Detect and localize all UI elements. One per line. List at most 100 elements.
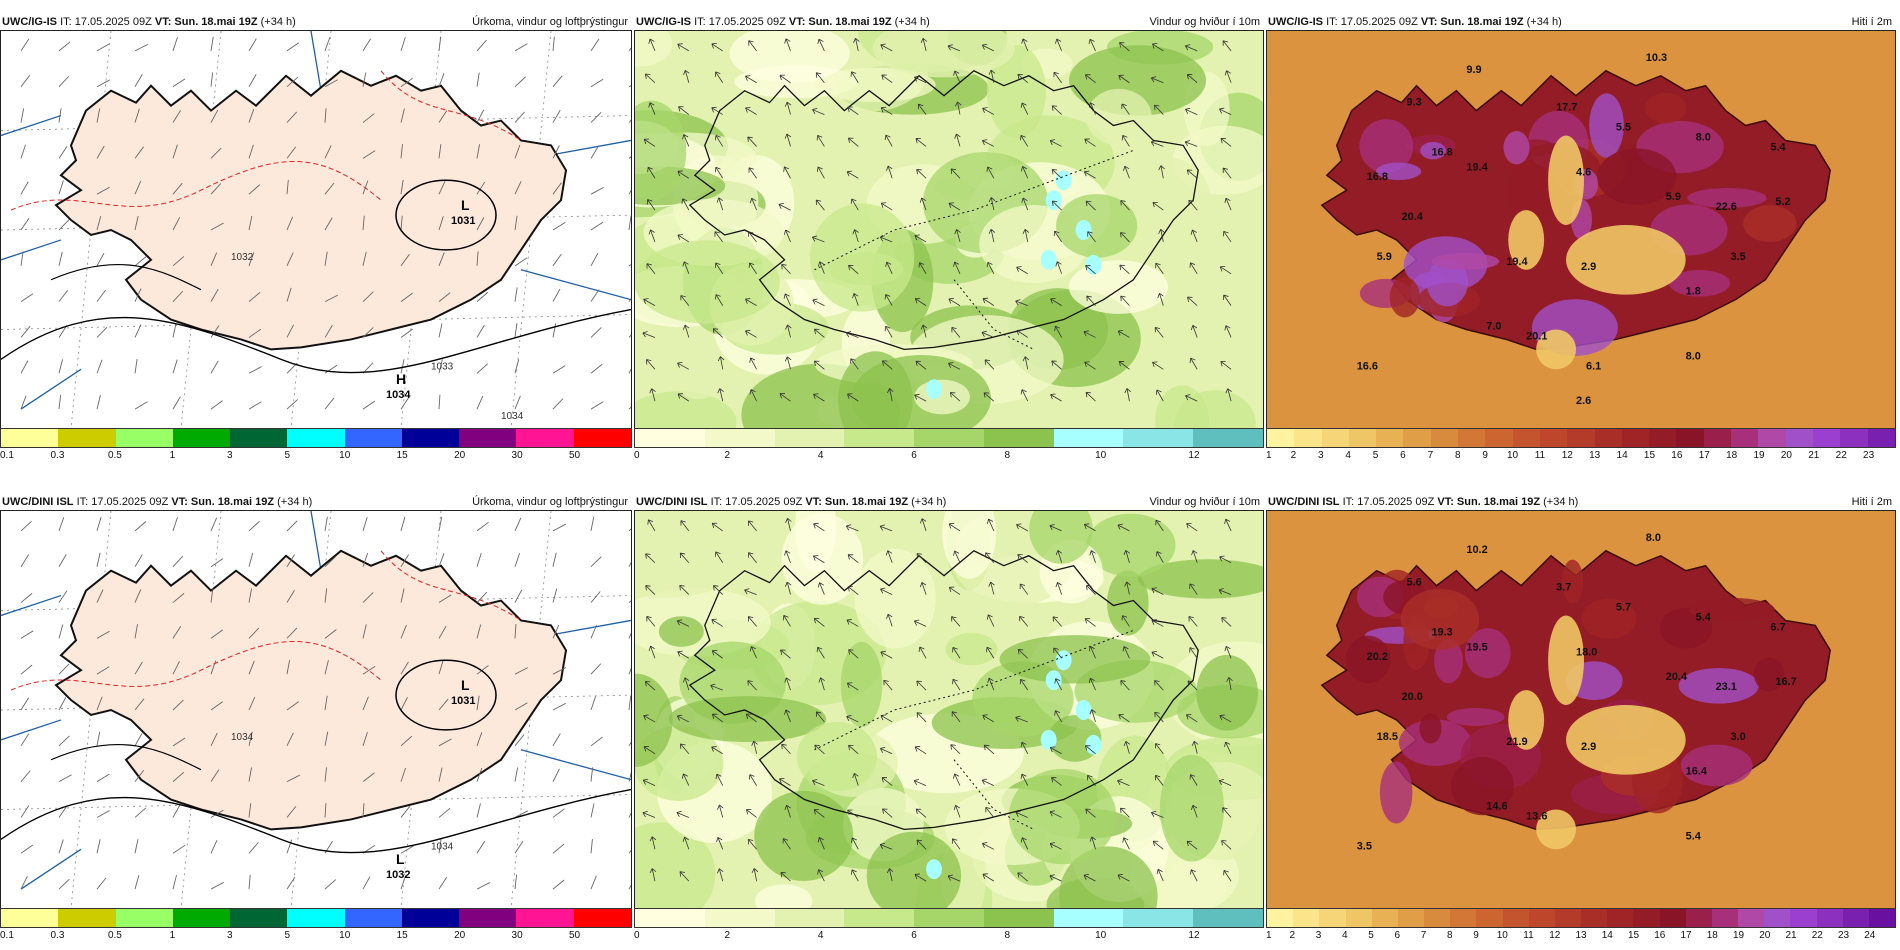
map-canvas[interactable]: 9.9 10.3 9.3 16.8 17.7 19.4 5.5 8.0 5.4 16.8 4.6 20… [1267,31,1895,428]
wind-barb [286,659,291,675]
wind-speed-area [809,203,915,312]
wind-arrow [643,745,656,755]
wind-barb [400,108,405,123]
precip-map[interactable]: L 1031 L 1032 1034 1034 [0,510,632,909]
wind-arrow [1151,650,1164,659]
wind-arrow [817,38,825,52]
wind-barb [286,732,294,747]
wind-speed-area [1086,513,1176,577]
colorbar-tick-label: 19 [1753,450,1765,461]
wind-arrow [986,646,995,659]
wind-barb [172,217,181,231]
map-canvas[interactable]: 10.2 8.0 5.6 19.3 3.7 19.5 5.7 5.4 6.7 20.2 18.0 20… [1267,511,1895,908]
valid-time: Sun. 18.mai 19Z [1440,16,1524,28]
colorbar-swatch [1502,909,1529,927]
temperature-map[interactable]: 9.9 10.3 9.3 16.8 17.7 19.4 5.5 8.0 5.4 16.8 4.6 20… [1266,30,1896,429]
wind-arrow [920,38,928,51]
wind-arrow [745,298,757,306]
wind-barb [172,771,185,782]
wind-arrow [780,649,791,659]
wind-barb [20,520,32,532]
wind-barb [58,146,68,159]
wind-barb [590,875,597,890]
temperature-area [1688,597,1775,621]
map-canvas[interactable] [635,511,1263,908]
temperature-map[interactable]: 10.2 8.0 5.6 19.3 3.7 19.5 5.7 5.4 6.7 20.2 18.0 20… [1266,510,1896,909]
wind-arrow [817,166,825,179]
wind-arrow [649,836,657,850]
wind-barb [552,733,561,747]
colorbar-tick-label: 8 [1454,450,1461,461]
wind-arrow [812,107,825,115]
map-canvas[interactable]: L 1031 L 1032 1034 1034 [1,511,631,908]
wind-barb [58,41,71,52]
wind-arrow [1190,804,1198,818]
wind-barb [552,552,557,567]
wind-arrow [644,681,656,691]
wind-arrow [677,43,690,52]
wind-speed-area [1107,570,1149,636]
temperature-value-label: 3.7 [1556,582,1571,594]
temperature-area [1669,269,1731,297]
wind-barb [476,324,485,338]
wind-barb [400,359,405,374]
wind-barb [248,366,262,374]
wind-barb [20,630,34,639]
wind-barb [210,701,223,711]
wind-barb [362,696,369,711]
temperature-value-label: 10.3 [1646,52,1667,64]
wind-barb [400,735,413,747]
wind-arrow [1015,810,1028,818]
wind-arrow [1020,773,1029,786]
wind-barb [590,221,604,231]
wind-barb [134,661,143,675]
wind-barb [134,769,145,782]
temperature-value-label: 7.0 [1486,321,1501,333]
wind-barb [172,844,186,854]
wind-arrow [952,647,961,659]
wind-barb [134,324,142,338]
wind-arrow [1157,292,1164,306]
map-canvas[interactable] [635,31,1263,428]
wind-barb [628,841,631,854]
wind-arrow [778,202,791,211]
wind-arrow [647,519,656,532]
wind-arrow [847,586,859,595]
wind-arrow [1086,295,1096,306]
wind-barb [20,770,31,782]
wind-speed-area [635,240,780,324]
wind-barb [590,327,602,338]
graticule-line [180,511,222,908]
wind-arrow [883,679,893,691]
wind-arrow [850,71,859,83]
wind-barb [628,695,631,711]
wind-barb [476,251,479,266]
map-canvas[interactable]: L 1031 H 1034 1032 1033 1034 [1,31,631,428]
wind-arrow [982,714,995,723]
wind-speed-area [658,616,704,647]
wind-arrow [1122,646,1130,659]
wind-map[interactable] [634,510,1264,909]
wind-barb [514,841,524,854]
wind-arrow [784,356,792,370]
wind-barb [400,328,413,338]
wind-arrow [1120,295,1130,306]
wind-arrow [887,388,894,402]
precip-map[interactable]: L 1031 H 1034 1032 1033 1034 [0,30,632,429]
wind-arrow [879,524,893,532]
wind-map[interactable] [634,30,1264,429]
wind-barb [476,767,483,782]
wind-barb [134,256,147,267]
wind-arrow [879,235,893,243]
temperature-area [1359,119,1414,174]
colorbar-tick-label: 6 [1400,450,1406,461]
valid-prefix: VT: [171,496,188,508]
colorbar-tick-label: 5 [284,930,291,941]
wind-arrow [714,551,724,563]
wind-arrow [1055,582,1063,595]
colorbar-swatch [1812,429,1841,447]
colorbar-swatch [1450,909,1477,927]
wind-arrow [988,69,996,83]
wind-barb [590,289,600,302]
wind-arrow [879,842,893,850]
